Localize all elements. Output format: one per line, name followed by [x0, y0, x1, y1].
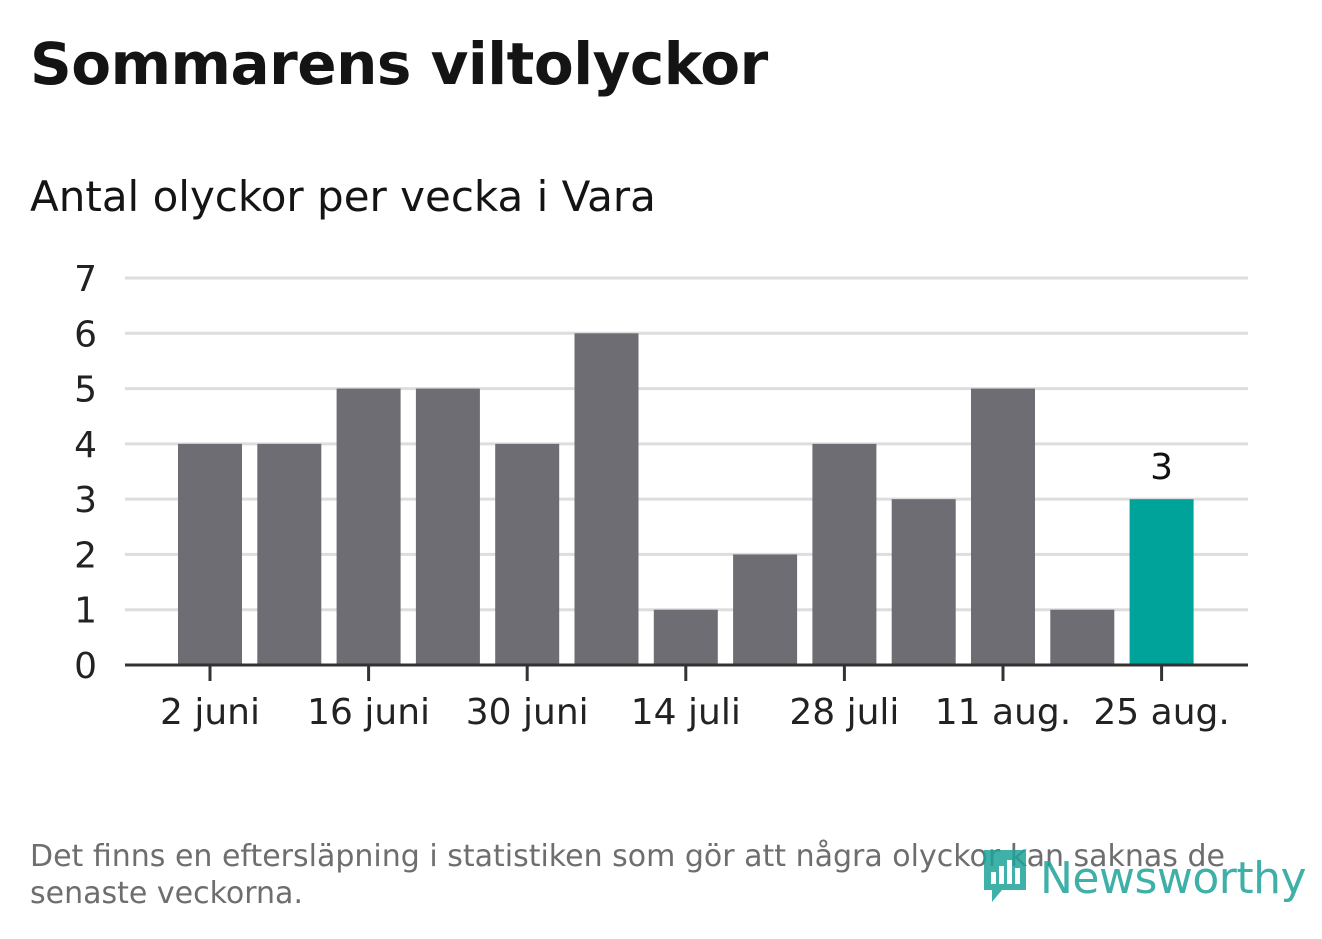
newsworthy-logo-text: Newsworthy: [1040, 852, 1307, 904]
bar-30-juni: [495, 443, 560, 665]
x-tick-label: 11 aug.: [935, 692, 1071, 733]
x-tick-label: 2 juni: [160, 692, 260, 733]
bar-11-aug: [971, 388, 1035, 665]
x-tick-label: 16 juni: [307, 692, 430, 733]
bar-21-juli: [733, 554, 798, 665]
y-tick-label: 4: [74, 425, 97, 466]
y-tick-label: 7: [74, 259, 97, 300]
newsworthy-logo-icon: [980, 846, 1030, 910]
x-tick-label: 25 aug.: [1093, 692, 1229, 733]
y-tick-label: 6: [74, 314, 97, 355]
y-tick-label: 5: [74, 370, 97, 411]
chart-subtitle: Antal olyckor per vecka i Vara: [30, 172, 656, 221]
page-title: Sommarens viltolyckor: [30, 30, 768, 98]
bar-28-juli: [812, 443, 877, 665]
bar-7-juli: [574, 333, 639, 665]
newsworthy-logo: Newsworthy: [980, 846, 1307, 910]
bar-4-aug: [891, 499, 956, 665]
data-labels: 3: [1150, 447, 1173, 488]
x-tick-label: 28 juli: [789, 692, 899, 733]
y-tick-label: 3: [74, 480, 97, 521]
x-axis-tick-labels: 2 juni 16 juni 30 juni 14 juli 28 juli 11 aug…: [160, 692, 1230, 733]
bar-23-juni: [415, 388, 480, 665]
x-axis: [125, 663, 1248, 681]
bar-18-aug: [1050, 609, 1115, 665]
bar-16-juni: [336, 388, 401, 665]
x-tick-label: 30 juni: [466, 692, 589, 733]
bar-25-aug: [1129, 499, 1194, 665]
bar-14-juli: [653, 609, 718, 665]
y-tick-label: 2: [74, 535, 97, 576]
bars: [178, 333, 1194, 665]
y-tick-label: 0: [74, 646, 97, 687]
y-axis-tick-labels: 0 1 2 3 4 5 6 7: [74, 259, 97, 687]
data-label: 3: [1150, 447, 1173, 488]
bar-9-juni: [257, 443, 322, 665]
bar-2-juni: [178, 443, 242, 665]
x-tick-label: 14 juli: [631, 692, 741, 733]
y-tick-label: 1: [74, 591, 97, 632]
